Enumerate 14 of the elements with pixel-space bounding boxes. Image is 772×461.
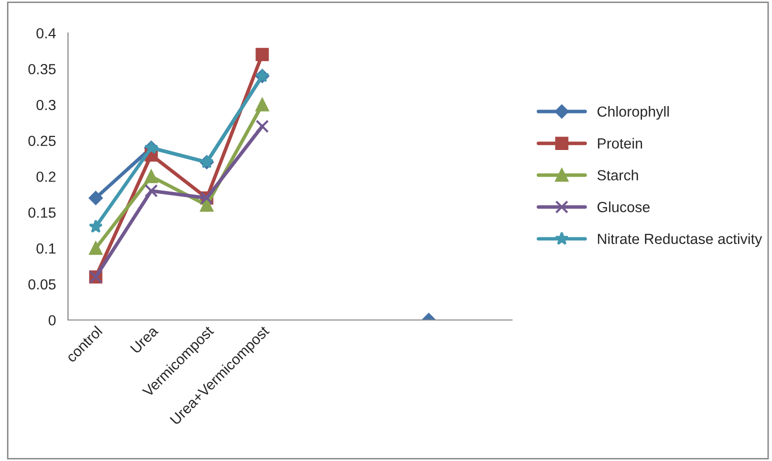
- y-tick-label: 0.15: [28, 207, 56, 218]
- legend-label: Nitrate Reductase activity: [598, 233, 762, 247]
- y-tick-label: 0.2: [36, 172, 56, 182]
- y-tick-label: 0.35: [28, 64, 56, 74]
- legend-label: Protein: [598, 138, 642, 149]
- y-tick-label: 0.3: [36, 100, 56, 110]
- legend-label: Chlorophyll: [598, 106, 669, 120]
- y-tick-label: 0.1: [36, 243, 56, 254]
- y-tick-label: 0.25: [28, 136, 56, 146]
- legend-label: Starch: [597, 170, 638, 180]
- y-tick-label: 0: [48, 315, 56, 326]
- y-tick-label: 0.4: [36, 28, 56, 38]
- y-tick-label: 0.05: [28, 279, 56, 290]
- legend-label: Glucose: [598, 202, 650, 212]
